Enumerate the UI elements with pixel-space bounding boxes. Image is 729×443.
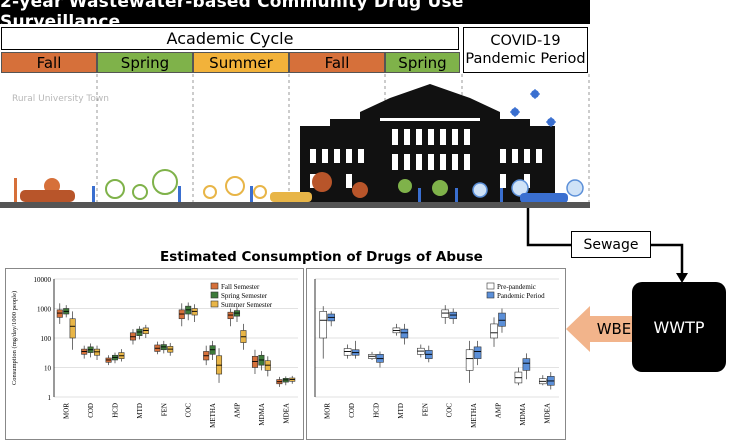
virus-icons: [510, 89, 556, 127]
x-tick-label: METHA: [209, 403, 217, 428]
x-tick-label: MTD: [136, 403, 144, 419]
season-summer: Summer: [193, 52, 289, 73]
x-tick-label: MDEA: [282, 403, 290, 424]
legend-label: Summer Semester: [221, 301, 273, 309]
covid-period-label: COVID-19 Pandemic Period: [463, 27, 588, 73]
x-tick-label: FEN: [160, 403, 168, 416]
y-tick-label: 10: [44, 365, 52, 373]
pandemic-boxplot: MOR COD HCD MTD FEN COC METHA AMP MDMA MDEA Pre-pa…: [314, 278, 559, 428]
chart-title: Estimated Consumption of Drugs of Abuse: [160, 249, 483, 265]
season-spring-2: Spring: [385, 52, 460, 73]
legend-label: Pre-pandemic: [497, 283, 536, 291]
y-tick-label: 1: [48, 394, 52, 402]
x-tick-label: COD: [348, 403, 356, 418]
legend-label: Fall Semester: [221, 283, 260, 291]
chart-panel-semester: 1 10 100 1000 10000 Consumption (mg/day/1000 …: [5, 268, 304, 440]
covid-label-line1: COVID-19: [490, 33, 561, 49]
semester-boxplot: 1 10 100 1000 10000 Consumption (mg/day/1000 …: [11, 276, 298, 428]
x-tick-label: COD: [87, 403, 95, 418]
people-icons: [92, 186, 503, 202]
y-axis-label: Consumption (mg/day/1000 people): [11, 291, 18, 385]
x-tick-label: MDMA: [519, 403, 527, 426]
y-tick-label: 100: [41, 335, 52, 343]
x-tick-label: COC: [185, 403, 193, 418]
box-mark: [441, 309, 450, 318]
legend-label: Pandemic Period: [497, 292, 545, 300]
legend-swatch: [210, 291, 219, 299]
legend-swatch: [210, 282, 219, 290]
season-spring-1: Spring: [97, 52, 193, 73]
trees-icons: [14, 169, 584, 203]
covid-label-line2: Pandemic Period: [465, 51, 586, 67]
box-mark: [56, 309, 63, 318]
box-mark: [498, 312, 506, 327]
x-tick-label: AMP: [495, 403, 503, 418]
road: [0, 202, 590, 208]
legend-swatch: [486, 282, 495, 290]
box-mark: [400, 328, 409, 339]
legend-swatch: [486, 291, 495, 299]
y-tick-label: 10000: [34, 276, 52, 284]
wbe-arrow: [566, 306, 632, 352]
x-tick-label: MTD: [397, 403, 405, 419]
season-fall-2: Fall: [289, 52, 385, 73]
town-illustration: [0, 74, 590, 208]
box-mark: [490, 323, 498, 339]
town-label: Rural University Town: [12, 94, 109, 104]
season-fall-1: Fall: [1, 52, 97, 73]
wwtp-box: WWTP: [632, 282, 726, 372]
x-tick-label: MDEA: [543, 403, 551, 424]
wbe-label: WBE: [596, 320, 632, 338]
x-tick-label: MDMA: [258, 403, 266, 426]
box-mark: [465, 349, 474, 371]
car-icons: [20, 190, 568, 203]
legend-swatch: [210, 300, 219, 308]
sewage-label: Sewage: [571, 231, 651, 258]
chart-panel-pandemic: MOR COD HCD MTD FEN COC METHA AMP MDMA MDEA Pre-pa…: [306, 268, 566, 440]
banner-title: 2-year Wastewater-based Community Drug U…: [0, 0, 590, 32]
box-mark: [69, 318, 76, 339]
box-mark: [522, 358, 531, 371]
x-tick-label: MOR: [63, 403, 71, 419]
x-tick-label: MOR: [324, 403, 332, 419]
academic-cycle-label: Academic Cycle: [1, 27, 459, 50]
legend-label: Spring Semester: [221, 292, 268, 300]
x-tick-label: METHA: [470, 403, 478, 428]
x-tick-label: AMP: [234, 403, 242, 418]
x-tick-label: COC: [446, 403, 454, 418]
box-mark: [319, 311, 327, 339]
x-tick-label: FEN: [421, 403, 429, 416]
y-tick-label: 1000: [37, 306, 52, 314]
x-tick-label: HCD: [373, 403, 381, 418]
box-mark: [473, 346, 482, 359]
x-tick-label: HCD: [112, 403, 120, 418]
